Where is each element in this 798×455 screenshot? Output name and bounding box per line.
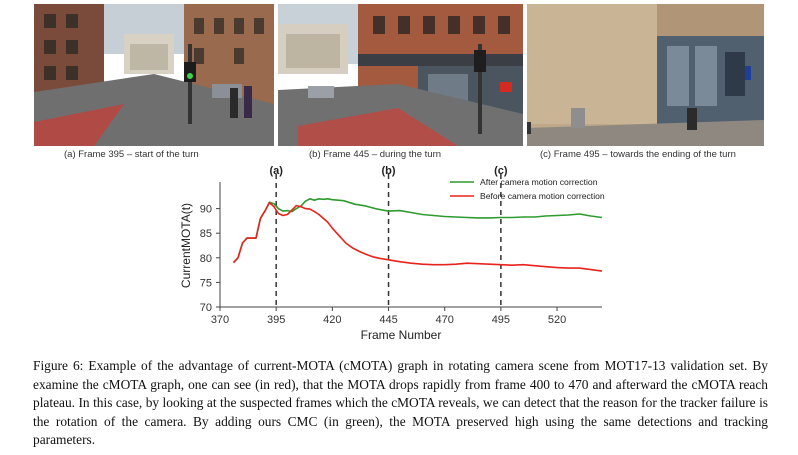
series-line-1: [232, 201, 603, 272]
legend-label-0: After camera motion correction: [480, 177, 598, 187]
frame-495-caption: (c) Frame 495 – towards the ending of th…: [540, 149, 736, 160]
x-tick-label: 495: [492, 314, 510, 326]
frame-395-photo: [34, 4, 274, 146]
figure-caption: Figure 6: Example of the advantage of cu…: [33, 358, 768, 448]
frame-495-photo: [527, 4, 764, 146]
x-axis-label: Frame Number: [361, 328, 442, 342]
cmota-chart: 70 75 80 85 90 370 395 420 445 470 495 520 Frame Num…: [179, 165, 605, 342]
series-line-0: [232, 197, 603, 264]
frame-445-photo: [278, 4, 523, 146]
marker-label-0: (a): [269, 165, 283, 177]
x-tick-label: 370: [211, 314, 229, 326]
y-tick-label: 85: [200, 228, 212, 240]
y-tick-label: 80: [200, 253, 212, 265]
x-tick-label: 420: [323, 314, 341, 326]
frame-photos: [34, 4, 764, 146]
x-tick-label: 520: [548, 314, 566, 326]
marker-label-2: (c): [494, 165, 508, 177]
frame-395-caption: (a) Frame 395 – start of the turn: [64, 149, 199, 160]
y-axis-label: CurrentMOTA(t): [179, 203, 193, 288]
y-tick-label: 90: [200, 204, 212, 216]
y-tick-label: 75: [200, 277, 212, 289]
x-tick-label: 470: [436, 314, 454, 326]
y-tick-label: 70: [200, 302, 212, 314]
x-tick-label: 445: [379, 314, 397, 326]
marker-label-1: (b): [382, 165, 396, 177]
x-tick-label: 395: [267, 314, 285, 326]
legend-label-1: Before camera motion correction: [480, 191, 605, 201]
frame-445-caption: (b) Frame 445 – during the turn: [309, 149, 442, 160]
